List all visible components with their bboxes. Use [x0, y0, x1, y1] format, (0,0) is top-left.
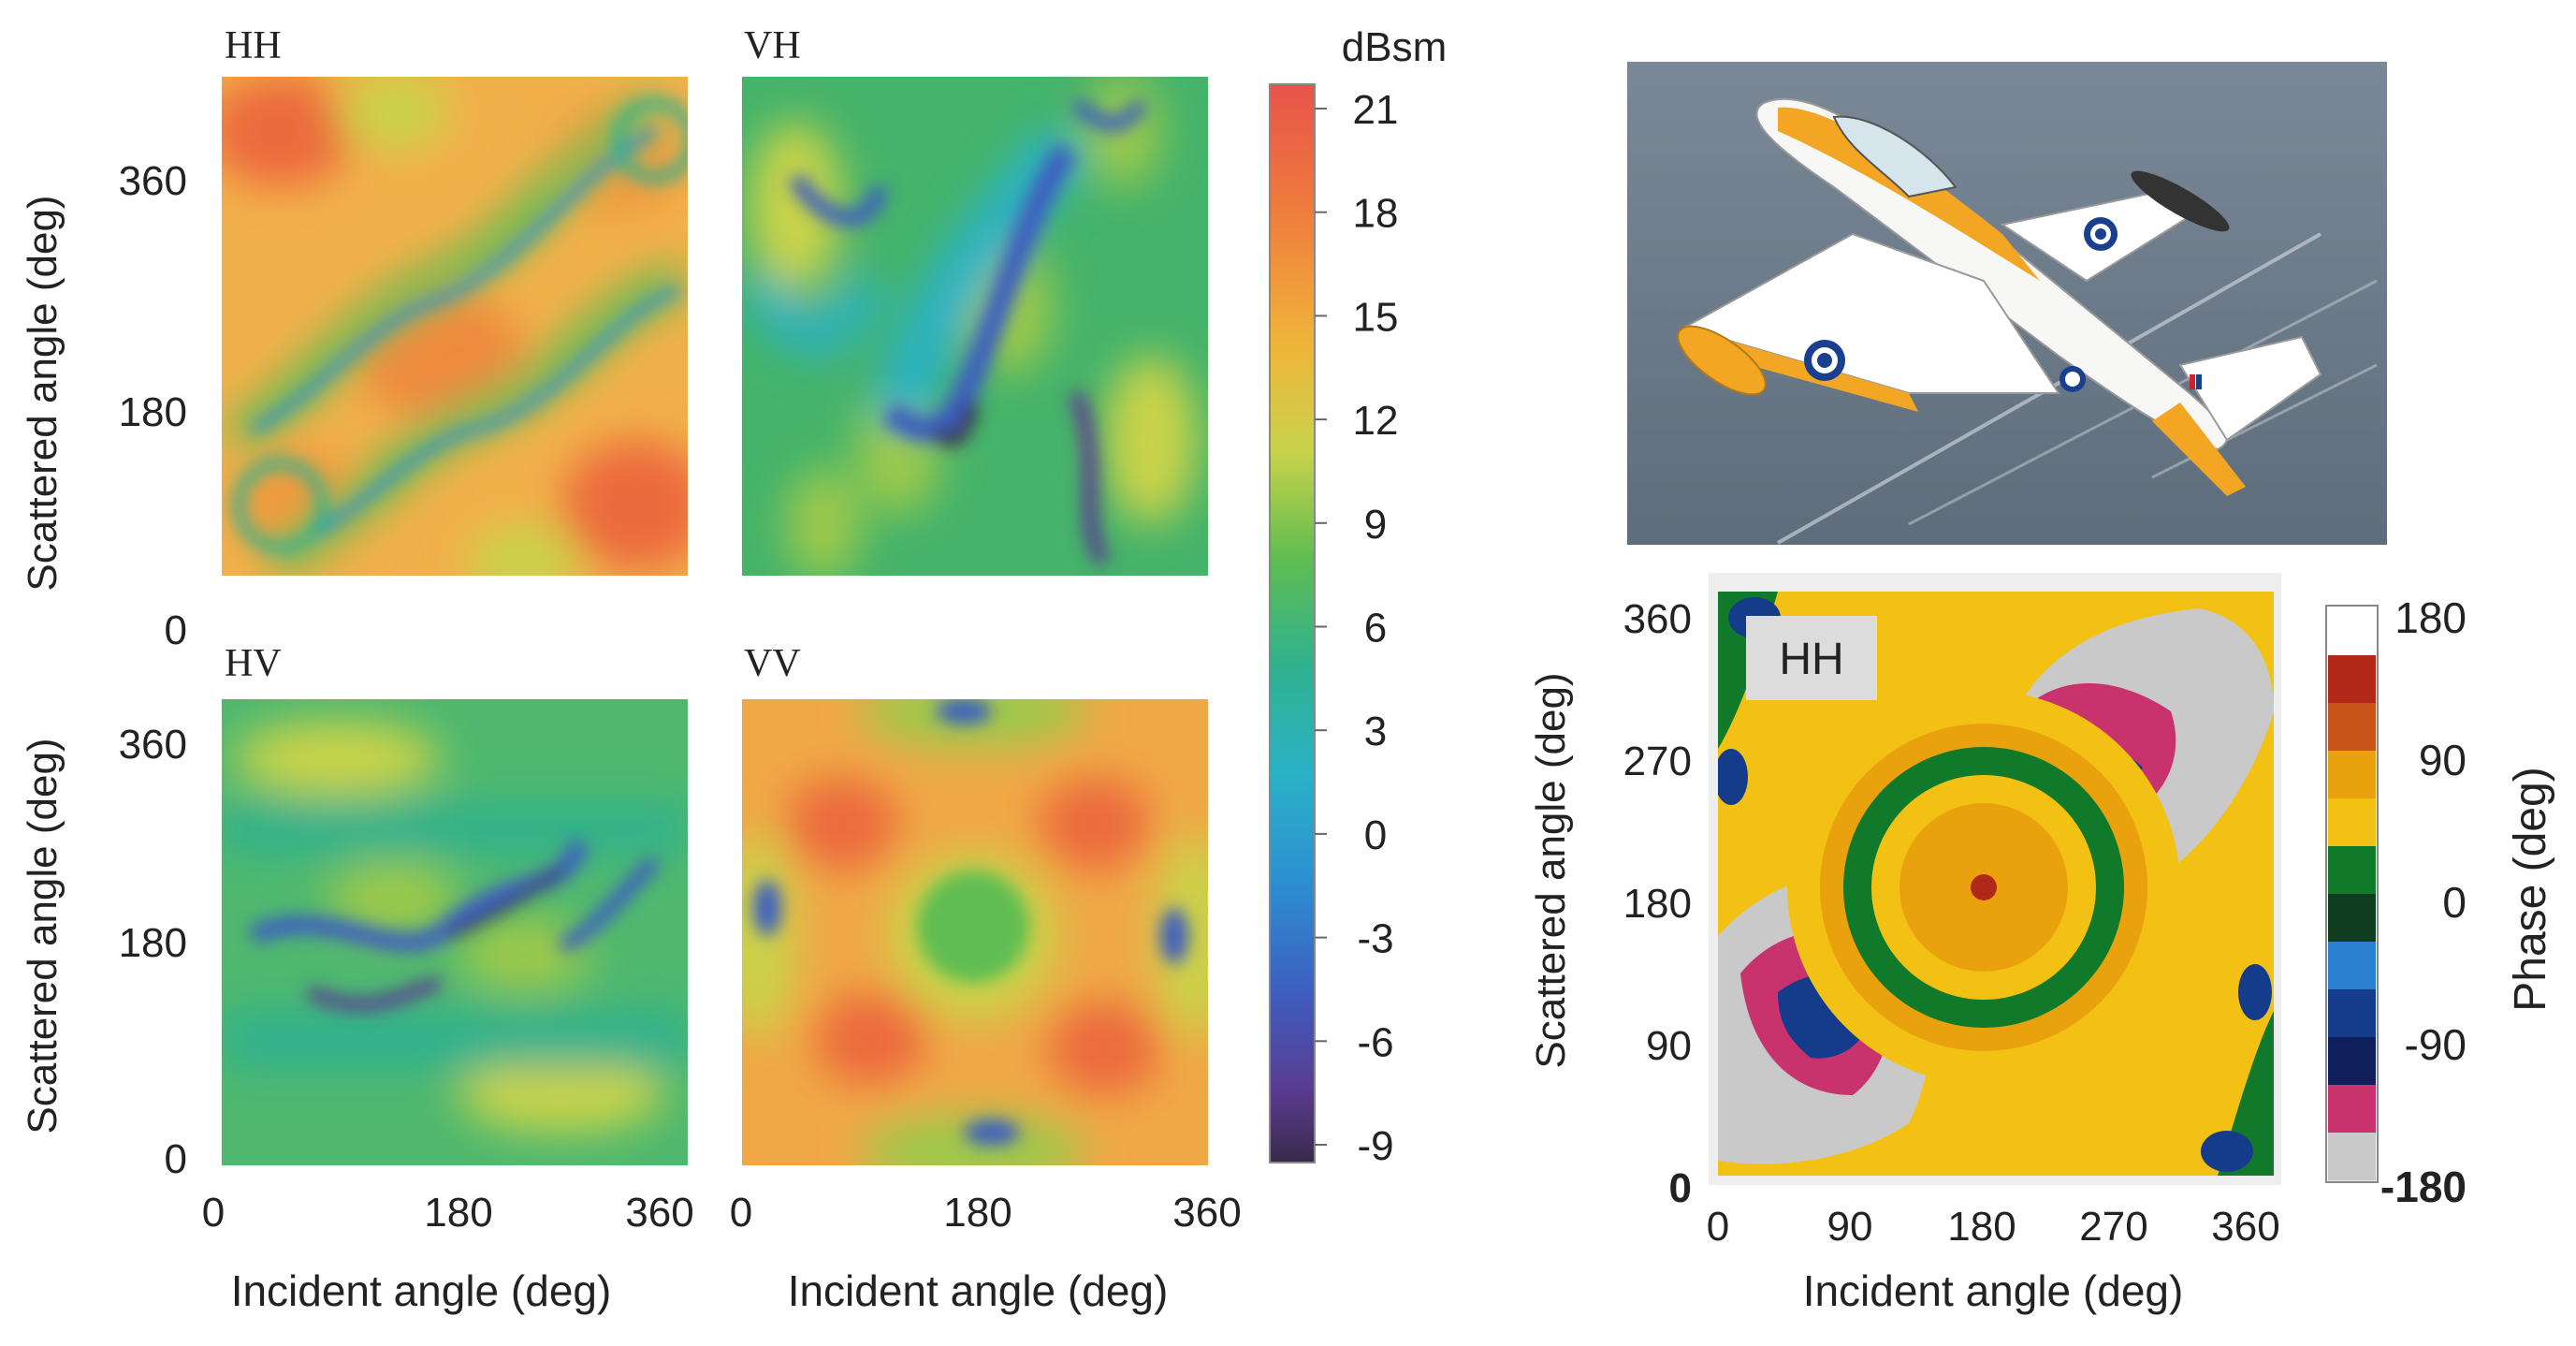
dbsm-colorbar-tick: 0: [1364, 812, 1387, 858]
phase-colorbar-band: [2328, 751, 2376, 799]
phase-colorbar-band: [2328, 846, 2376, 895]
dbsm-colorbar-tick: -9: [1357, 1123, 1393, 1169]
dbsm-colorbar-tick: 15: [1353, 294, 1399, 340]
phase-colorbar-band: [2328, 989, 2376, 1038]
heatmap-phase-hh: [1709, 573, 2281, 1185]
phase-x-tick: 360: [2211, 1204, 2279, 1250]
phase-colorbar-band: [2328, 942, 2376, 990]
phase-colorbar-tick: -90: [2405, 1020, 2467, 1069]
phase-colorbar-band: [2328, 798, 2376, 847]
dbsm-colorbar-tick: 12: [1353, 398, 1399, 444]
panel-title-hh: HH: [225, 24, 282, 67]
y-axis-label-top: Scattered angle (deg): [20, 195, 65, 591]
phase-y-tick: 360: [1623, 596, 1692, 642]
phase-x-axis-label: Incident angle (deg): [1803, 1266, 2184, 1315]
heatmap-hv: [222, 699, 688, 1165]
heatmap-vv: [742, 699, 1208, 1165]
phase-colorbar-band: [2328, 1133, 2376, 1181]
phase-colorbar-band: [2328, 655, 2376, 704]
phase-panel-label-box: [1746, 616, 1877, 700]
y-tick-top-180: 180: [119, 389, 187, 435]
y-axis-label-bottom: Scattered angle (deg): [20, 738, 65, 1134]
phase-colorbar-tick: -180: [2380, 1163, 2467, 1211]
phase-colorbar-band: [2328, 894, 2376, 943]
phase-colorbar-band: [2328, 703, 2376, 752]
phase-colorbar-tick: 90: [2419, 736, 2467, 784]
phase-colorbar-title: Phase (deg): [2506, 767, 2555, 1012]
phase-x-tick: 270: [2079, 1204, 2147, 1250]
y-tick-top-360: 360: [119, 158, 187, 204]
phase-colorbar-tick: 180: [2394, 593, 2467, 642]
phase-x-tick: 90: [1827, 1204, 1873, 1250]
x-tick-vv-0: 0: [730, 1190, 752, 1236]
x-tick-hv-180: 180: [424, 1190, 492, 1236]
phase-colorbar-band: [2328, 607, 2376, 656]
dbsm-colorbar-tick: -6: [1357, 1019, 1393, 1065]
panel-title-vh: VH: [744, 24, 801, 67]
y-tick-bottom-180: 180: [119, 920, 187, 966]
phase-y-tick: 90: [1646, 1023, 1692, 1069]
y-tick-top-0: 0: [165, 607, 187, 653]
phase-y-tick: 0: [1669, 1165, 1692, 1211]
dbsm-colorbar-tick: 9: [1364, 502, 1387, 548]
dbsm-colorbar-tick: 6: [1364, 606, 1387, 651]
x-tick-vv-180: 180: [943, 1190, 1011, 1236]
dbsm-colorbar-tick: 3: [1364, 709, 1387, 754]
phase-y-tick: 180: [1623, 881, 1692, 927]
y-tick-bottom-360: 360: [119, 722, 187, 768]
x-tick-hv-360: 360: [625, 1190, 693, 1236]
phase-x-tick: 0: [1707, 1204, 1729, 1250]
dbsm-colorbar-tick: 18: [1353, 191, 1399, 237]
x-tick-vv-360: 360: [1172, 1190, 1241, 1236]
phase-x-tick: 180: [1947, 1204, 2016, 1250]
dbsm-colorbar: 21 18 15 12 9 6 3 0 -3 -6 -9: [1269, 83, 1399, 1169]
y-tick-bottom-0: 0: [165, 1136, 187, 1182]
phase-y-axis-label: Scattered angle (deg): [1528, 672, 1574, 1068]
heatmap-vh: [742, 77, 1208, 576]
panel-title-hv: HV: [225, 642, 282, 685]
dbsm-colorbar-tick: 21: [1353, 87, 1399, 133]
phase-colorbar: [2325, 605, 2379, 1183]
phase-colorbar-tick: 0: [2442, 878, 2467, 927]
phase-panel-label: HH: [1779, 635, 1843, 684]
x-axis-label-vv: Incident angle (deg): [788, 1266, 1169, 1315]
phase-y-tick: 270: [1623, 739, 1692, 784]
aircraft-image: [1627, 62, 2387, 545]
dbsm-colorbar-tick: -3: [1357, 916, 1393, 962]
panel-title-vv: VV: [744, 642, 801, 685]
x-axis-label-hv: Incident angle (deg): [231, 1266, 612, 1315]
x-tick-hv-0: 0: [202, 1190, 225, 1236]
phase-colorbar-band: [2328, 1037, 2376, 1086]
phase-colorbar-band: [2328, 1085, 2376, 1134]
dbsm-colorbar-title: dBsm: [1342, 24, 1447, 70]
heatmap-hh: [222, 77, 688, 576]
